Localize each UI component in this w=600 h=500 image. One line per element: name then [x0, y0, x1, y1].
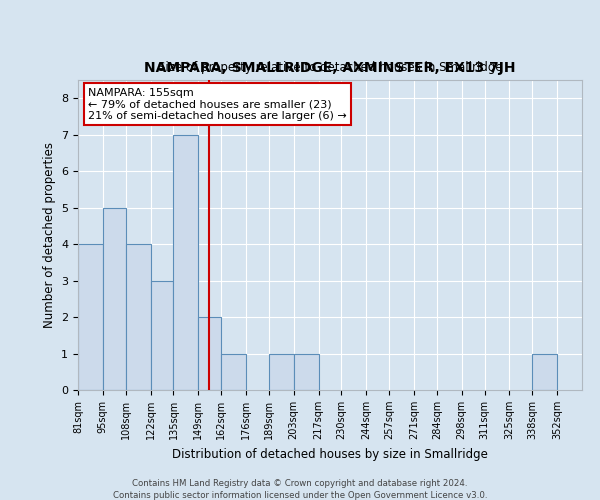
Bar [78, 244, 103, 390]
Bar [173, 134, 198, 390]
X-axis label: Distribution of detached houses by size in Smallridge: Distribution of detached houses by size … [172, 448, 488, 460]
Bar [126, 244, 151, 390]
Bar [151, 280, 173, 390]
Text: Contains HM Land Registry data © Crown copyright and database right 2024.
Contai: Contains HM Land Registry data © Crown c… [113, 478, 487, 500]
Bar [294, 354, 319, 390]
Y-axis label: Number of detached properties: Number of detached properties [43, 142, 56, 328]
Title: NAMPARA, SMALLRIDGE, AXMINSTER, EX13 7JH: NAMPARA, SMALLRIDGE, AXMINSTER, EX13 7JH [144, 60, 516, 74]
Bar [269, 354, 294, 390]
Bar [103, 208, 126, 390]
Text: Size of property relative to detached houses in Smallridge: Size of property relative to detached ho… [158, 61, 502, 74]
Bar [221, 354, 246, 390]
Bar [532, 354, 557, 390]
Text: NAMPARA: 155sqm
← 79% of detached houses are smaller (23)
21% of semi-detached h: NAMPARA: 155sqm ← 79% of detached houses… [88, 88, 347, 121]
Bar [198, 317, 221, 390]
